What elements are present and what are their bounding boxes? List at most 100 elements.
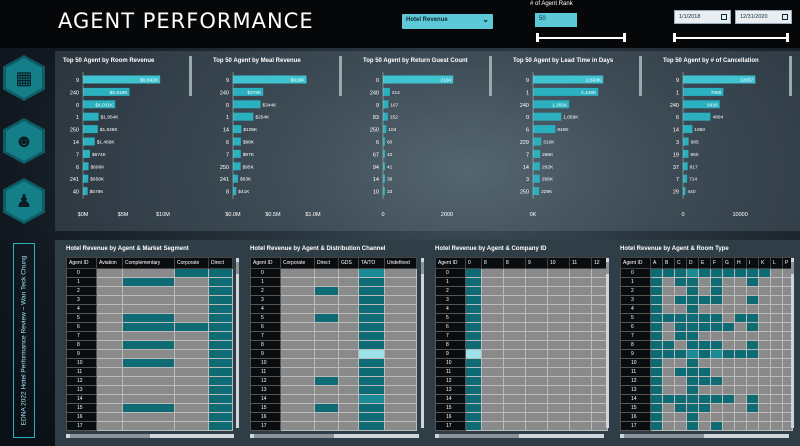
- matrix-cell[interactable]: [465, 367, 482, 377]
- matrix-cell[interactable]: [746, 358, 759, 368]
- matrix-cell[interactable]: [662, 340, 675, 350]
- matrix-cell[interactable]: [650, 358, 663, 368]
- matrix-cell[interactable]: [650, 394, 663, 404]
- matrix-cell[interactable]: [122, 331, 175, 341]
- matrix-cell[interactable]: [746, 277, 759, 287]
- matrix-cell[interactable]: [710, 304, 723, 314]
- matrix-cell[interactable]: [358, 367, 385, 377]
- matrix-cell[interactable]: [465, 421, 482, 431]
- matrix-cell[interactable]: [314, 322, 339, 332]
- matrix-cell[interactable]: [174, 313, 209, 323]
- matrix-cell[interactable]: [770, 385, 783, 395]
- scrollbar[interactable]: [421, 258, 424, 428]
- matrix-cell[interactable]: [208, 358, 233, 368]
- matrix-cell[interactable]: [698, 277, 711, 287]
- matrix-cell[interactable]: [547, 421, 570, 431]
- matrix-cell[interactable]: [746, 340, 759, 350]
- matrix-cell[interactable]: [770, 376, 783, 386]
- matrix-cell[interactable]: [525, 385, 548, 395]
- matrix-cell[interactable]: [208, 295, 233, 305]
- matrix-cell[interactable]: [547, 349, 570, 359]
- matrix-cell[interactable]: [686, 394, 699, 404]
- bar[interactable]: [683, 75, 756, 84]
- matrix-cell[interactable]: [122, 385, 175, 395]
- matrix-cell[interactable]: [662, 268, 675, 278]
- matrix-cell[interactable]: [770, 349, 783, 359]
- matrix-cell[interactable]: [698, 340, 711, 350]
- bar[interactable]: [83, 75, 161, 84]
- matrix-cell[interactable]: [208, 394, 233, 404]
- matrix-cell[interactable]: [338, 313, 359, 323]
- matrix-cell[interactable]: [314, 367, 339, 377]
- matrix-cell[interactable]: [686, 376, 699, 386]
- bar[interactable]: [233, 100, 261, 109]
- matrix-cell[interactable]: [503, 331, 526, 341]
- matrix-cell[interactable]: [722, 340, 735, 350]
- matrix-cell[interactable]: [770, 367, 783, 377]
- bar[interactable]: [233, 75, 307, 84]
- matrix-cell[interactable]: [174, 295, 209, 305]
- matrix-cell[interactable]: [122, 268, 175, 278]
- matrix-cell[interactable]: [662, 358, 675, 368]
- matrix-cell[interactable]: [674, 304, 687, 314]
- matrix-cell[interactable]: [698, 385, 711, 395]
- column-header[interactable]: Complementary: [122, 257, 175, 269]
- column-header[interactable]: 8: [503, 257, 526, 269]
- matrix-cell[interactable]: [569, 403, 592, 413]
- matrix-cell[interactable]: [569, 412, 592, 422]
- matrix-cell[interactable]: [96, 412, 123, 422]
- horizontal-scrollbar-thumb[interactable]: [624, 434, 704, 438]
- matrix-cell[interactable]: [338, 268, 359, 278]
- bar[interactable]: [83, 174, 89, 183]
- nav-traveler-button[interactable]: ♟: [3, 178, 45, 224]
- matrix-cell[interactable]: [569, 358, 592, 368]
- matrix-cell[interactable]: [208, 385, 233, 395]
- matrix-cell[interactable]: [208, 412, 233, 422]
- matrix-cell[interactable]: [758, 313, 771, 323]
- matrix-cell[interactable]: [338, 340, 359, 350]
- matrix-cell[interactable]: [547, 304, 570, 314]
- column-header[interactable]: E: [698, 257, 711, 269]
- bar[interactable]: [233, 187, 237, 196]
- matrix-cell[interactable]: [525, 331, 548, 341]
- matrix-cell[interactable]: [122, 421, 175, 431]
- matrix-cell[interactable]: [314, 286, 339, 296]
- end-date-input[interactable]: 12/31/2020: [735, 10, 792, 24]
- matrix-cell[interactable]: [96, 268, 123, 278]
- matrix-cell[interactable]: [674, 421, 687, 431]
- matrix-cell[interactable]: [746, 421, 759, 431]
- matrix-cell[interactable]: [770, 313, 783, 323]
- matrix-cell[interactable]: [686, 403, 699, 413]
- matrix-cell[interactable]: [525, 412, 548, 422]
- matrix-cell[interactable]: [358, 295, 385, 305]
- matrix-cell[interactable]: [734, 304, 747, 314]
- matrix-cell[interactable]: [734, 322, 747, 332]
- matrix-cell[interactable]: [710, 322, 723, 332]
- matrix-cell[interactable]: [358, 340, 385, 350]
- matrix-cell[interactable]: [686, 412, 699, 422]
- matrix-cell[interactable]: [686, 349, 699, 359]
- rank-slider-end-handle[interactable]: [623, 33, 626, 42]
- matrix-cell[interactable]: [547, 286, 570, 296]
- matrix-cell[interactable]: [746, 349, 759, 359]
- matrix-cell[interactable]: [314, 304, 339, 314]
- matrix-cell[interactable]: [525, 376, 548, 386]
- matrix-cell[interactable]: [338, 331, 359, 341]
- column-header[interactable]: Agent ID: [435, 257, 466, 269]
- matrix-cell[interactable]: [547, 412, 570, 422]
- nav-hotel-button[interactable]: ▦: [3, 55, 45, 101]
- matrix-cell[interactable]: [280, 349, 315, 359]
- matrix-cell[interactable]: [569, 367, 592, 377]
- matrix-cell[interactable]: [710, 385, 723, 395]
- matrix-cell[interactable]: [525, 403, 548, 413]
- matrix-cell[interactable]: [758, 367, 771, 377]
- matrix-cell[interactable]: [770, 421, 783, 431]
- matrix-cell[interactable]: [358, 268, 385, 278]
- scrollbar-thumb[interactable]: [421, 262, 424, 274]
- nav-agent-button[interactable]: ☻: [3, 118, 45, 164]
- matrix-cell[interactable]: [122, 277, 175, 287]
- matrix-cell[interactable]: [481, 322, 504, 332]
- matrix-cell[interactable]: [758, 376, 771, 386]
- matrix-cell[interactable]: [503, 322, 526, 332]
- matrix-cell[interactable]: [384, 268, 417, 278]
